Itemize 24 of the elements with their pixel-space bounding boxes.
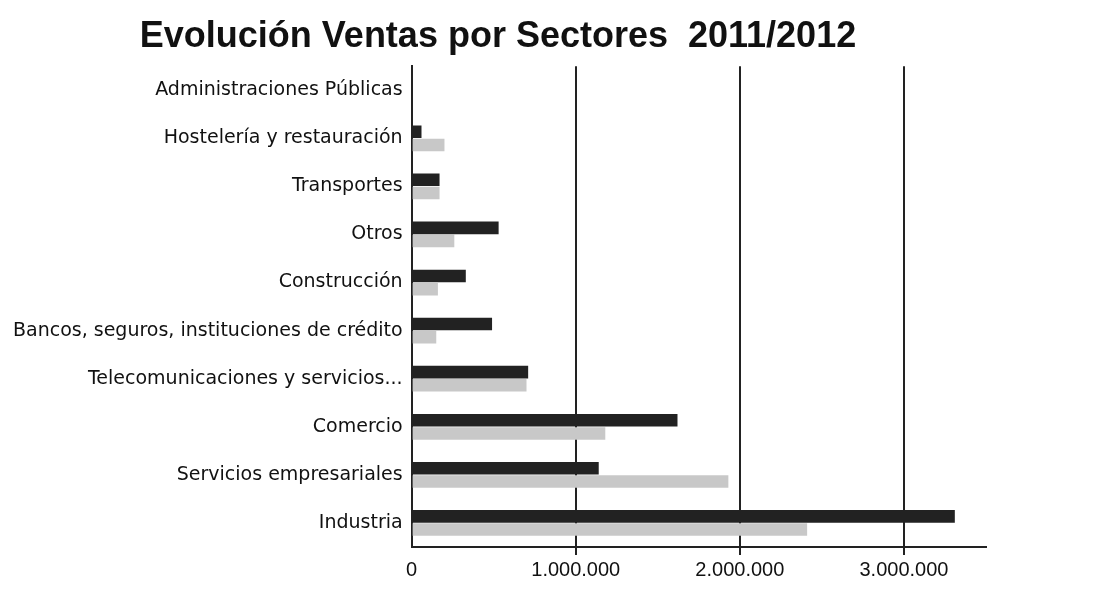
x-tick-label: 0 bbox=[406, 557, 418, 580]
y-tick-label: Bancos, seguros, instituciones de crédito bbox=[12, 317, 403, 340]
y-tick-label: Hostelería y restauración bbox=[163, 125, 403, 148]
bar bbox=[412, 475, 729, 488]
bar bbox=[412, 234, 455, 248]
x-tick-label: 3.000.000 bbox=[859, 557, 949, 580]
y-tick-label: Telecomunicaciones y servicios... bbox=[86, 365, 403, 388]
bar bbox=[412, 330, 437, 344]
x-tick-label: 2.000.000 bbox=[695, 557, 785, 580]
chart-title: Evolución Ventas por Sectores 2011/2012 bbox=[139, 13, 857, 55]
y-tick-label: Comercio bbox=[312, 413, 403, 436]
bar bbox=[412, 282, 438, 296]
y-tick-label: Transportes bbox=[290, 173, 403, 196]
x-tick-label: 1.000.000 bbox=[531, 557, 621, 580]
y-tick-label: Servicios empresariales bbox=[176, 461, 403, 484]
bar bbox=[412, 379, 527, 392]
bar bbox=[412, 138, 445, 152]
bar bbox=[412, 427, 606, 440]
y-tick-label: Industria bbox=[318, 509, 403, 532]
y-tick-label: Construcción bbox=[278, 269, 403, 292]
bar bbox=[412, 523, 808, 536]
bar bbox=[412, 186, 440, 200]
y-tick-label: Administraciones Públicas bbox=[155, 77, 403, 100]
y-tick-label: Otros bbox=[351, 221, 403, 244]
